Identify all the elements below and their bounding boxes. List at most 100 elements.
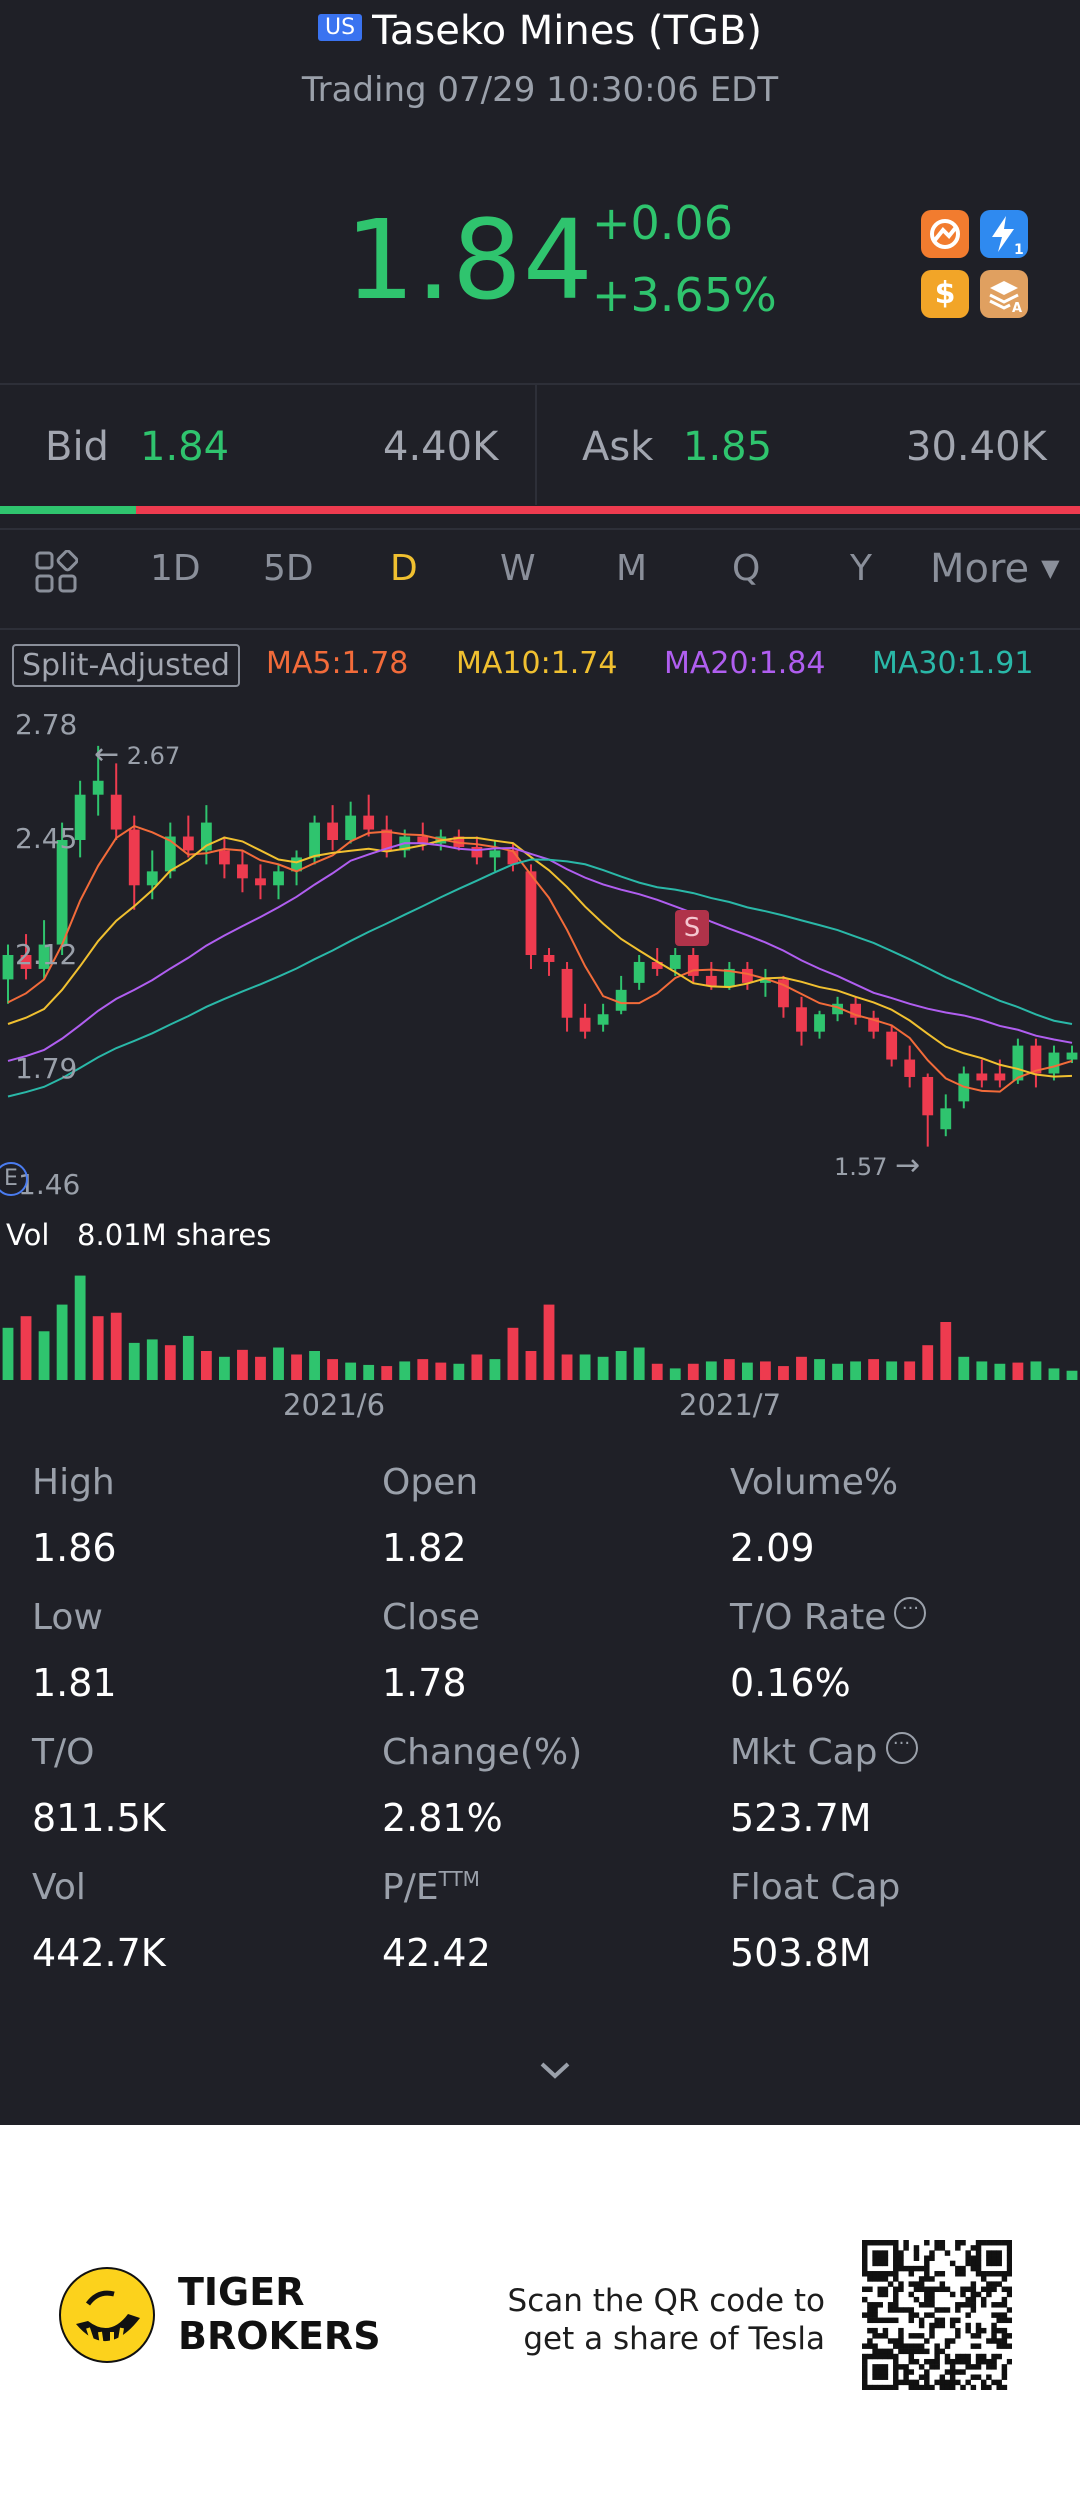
arrow-right-icon: → [895,1148,921,1183]
stat-label-open: Open [382,1462,479,1503]
candle [146,850,158,900]
volume-bar [904,1361,916,1380]
tab-m[interactable]: M [616,548,648,589]
tab-w[interactable]: W [500,548,536,589]
tab-d[interactable]: D [390,548,418,589]
tab-5d[interactable]: 5D [263,548,314,589]
candle-body [597,1014,609,1025]
candle-body [381,829,393,851]
stat-label-mkt-cap: Mkt Cap ··· [730,1732,918,1773]
bid-ratio-bar [0,506,136,514]
layout-grid-icon[interactable] [34,549,79,598]
candle [561,961,573,1032]
options-chain-icon[interactable] [921,210,969,258]
volume-bar [760,1361,771,1380]
dollar-icon[interactable]: $ [921,270,969,318]
tab-q[interactable]: Q [732,548,761,589]
candle [200,805,212,865]
candle-body [651,961,663,969]
sell-marker[interactable]: S [675,910,709,946]
stat-label-turnover-rate-text: T/O Rate [730,1597,887,1638]
tab-y[interactable]: Y [850,548,872,589]
candle-body [1048,1052,1060,1074]
x-tick-label: 2021/6 [283,1388,386,1422]
candle [273,864,284,900]
volume-bar [471,1354,483,1380]
expand-chevron-icon[interactable] [536,2058,574,2086]
candle-body [2,955,14,980]
ma10-label: MA10:1.74 [456,646,618,681]
candle [904,1045,916,1088]
candle-body [471,846,483,858]
tab-1d[interactable]: 1D [150,548,201,589]
candle [92,745,104,816]
stat-value-mkt-cap: 523.7M [730,1796,872,1840]
stat-label-mkt-cap-text: Mkt Cap [730,1732,878,1773]
candle-body [38,944,50,969]
split-adjusted-toggle[interactable]: Split-Adjusted [12,644,240,687]
ask-label: Ask [582,424,654,470]
low-marker: 1.57 → [834,1148,920,1183]
candle-body [507,850,519,865]
bid-label: Bid [45,424,109,470]
candle [741,961,753,990]
more-info-icon[interactable]: ··· [894,1597,927,1629]
candle [489,840,501,872]
candle-body [615,989,627,1011]
stat-value-high: 1.86 [32,1526,117,1570]
candle [255,864,266,900]
last-price: 1.84 [345,196,594,324]
divider [0,628,1080,630]
volume-bar [38,1331,50,1380]
price-change: +0.06 [592,196,733,250]
high-marker-value: 2.67 [126,742,181,770]
qr-code[interactable] [862,2240,1012,2390]
stat-label-volume-pct: Volume% [730,1462,899,1503]
event-marker[interactable]: E [0,1162,28,1196]
ma20-label: MA20:1.84 [664,646,826,681]
tab-more[interactable]: More ▼ [930,546,1060,592]
volume-bar [778,1366,789,1380]
volume-bar [615,1351,627,1380]
candle [1048,1045,1060,1081]
stat-value-float-cap: 503.8M [730,1931,872,1975]
candle-body [363,815,375,830]
candlestick-chart[interactable] [0,700,1080,1220]
tiger-brokers-logo [58,2266,156,2368]
candle-body [56,840,68,945]
volume-bar [273,1347,284,1380]
candle [832,996,843,1022]
volume-bar [92,1316,104,1380]
volume-bar [850,1361,862,1380]
stat-label-pe-text: P/E [382,1867,439,1908]
volume-bar [327,1359,339,1380]
volume-bar [200,1351,212,1380]
volume-bar [669,1368,681,1380]
candle-body [940,1108,952,1130]
volume-bar [146,1339,158,1380]
tab-more-label: More [930,546,1030,592]
volume-bar [56,1304,68,1380]
trading-status: Trading 07/29 10:30:06 EDT [301,70,779,110]
candle [327,805,339,851]
stack-a-icon[interactable]: A [980,270,1028,318]
x-tick-label: 2021/7 [679,1388,782,1422]
market-badge: US [318,13,363,41]
candle [363,794,375,837]
volume-bar [255,1356,266,1380]
stat-value-turnover: 811.5K [32,1796,166,1840]
volume-bar [976,1361,988,1380]
volume-bar [958,1356,970,1380]
candle-body [723,968,735,987]
candle [1066,1045,1078,1064]
candle-body [489,850,501,858]
stat-value-open: 1.82 [382,1526,467,1570]
candle-body [291,857,302,872]
candle-body [417,836,429,844]
candle-body [237,864,248,879]
candle [778,975,789,1018]
flash-1-icon[interactable]: 1 [980,210,1028,258]
candle-body [669,955,681,969]
more-info-icon[interactable]: ··· [885,1732,918,1764]
candle-body [832,1003,843,1015]
